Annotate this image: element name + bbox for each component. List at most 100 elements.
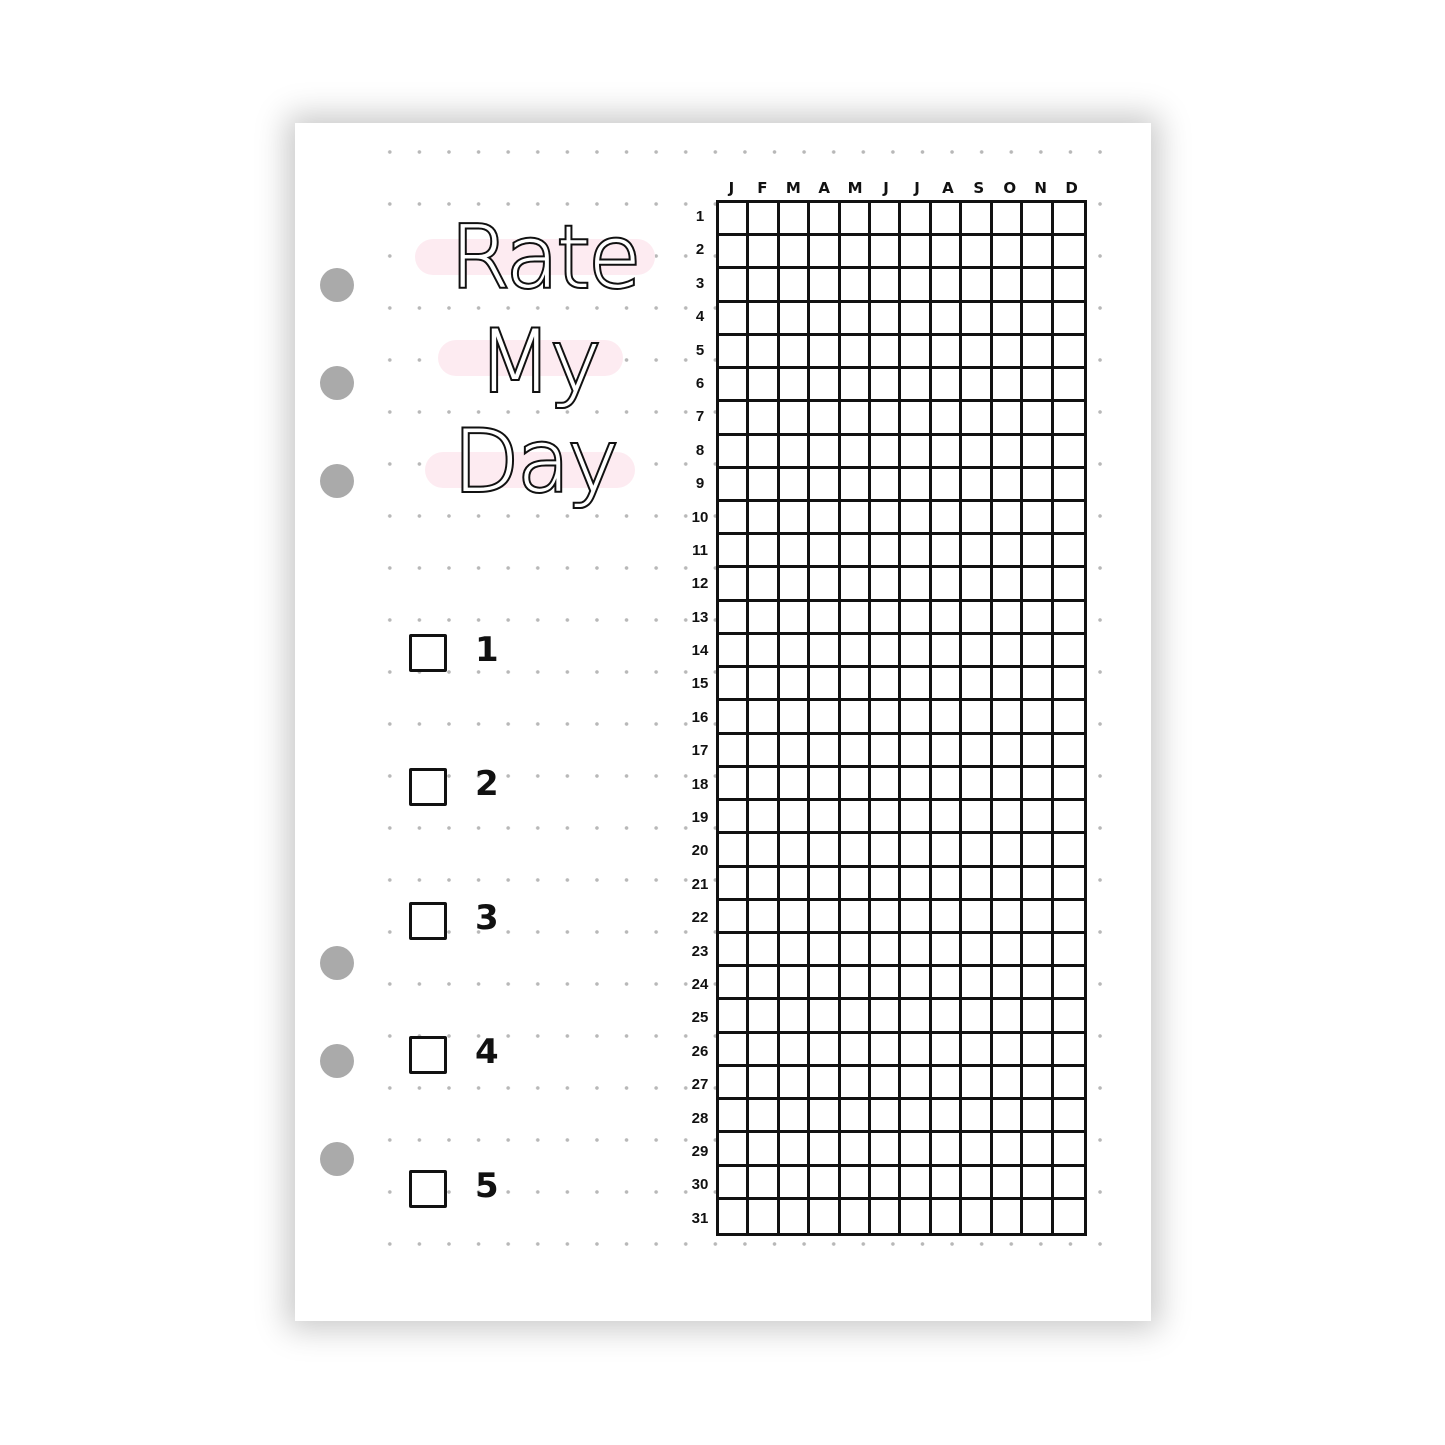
tracker-cell[interactable] [1053, 502, 1084, 536]
tracker-cell[interactable] [992, 502, 1024, 536]
tracker-cell[interactable] [719, 1166, 750, 1200]
tracker-cell[interactable] [810, 468, 841, 503]
tracker-cell[interactable] [931, 203, 963, 237]
tracker-cell[interactable] [840, 967, 872, 1001]
tracker-cell[interactable] [810, 867, 841, 901]
tracker-cell[interactable] [1023, 734, 1054, 768]
tracker-cell[interactable] [1053, 1000, 1084, 1034]
tracker-cell[interactable] [871, 535, 902, 569]
tracker-cell[interactable] [962, 601, 993, 635]
tracker-cell[interactable] [1053, 402, 1084, 436]
tracker-cell[interactable] [719, 335, 750, 370]
tracker-cell[interactable] [1053, 934, 1084, 968]
tracker-cell[interactable] [841, 1199, 872, 1233]
tracker-cell[interactable] [992, 1166, 1024, 1200]
tracker-cell[interactable] [749, 203, 780, 237]
tracker-cell[interactable] [779, 634, 811, 669]
tracker-cell[interactable] [840, 335, 872, 370]
tracker-cell[interactable] [871, 236, 902, 270]
tracker-cell[interactable] [1053, 1034, 1084, 1067]
tracker-cell[interactable] [779, 468, 811, 503]
tracker-cell[interactable] [810, 900, 841, 934]
tracker-cell[interactable] [962, 502, 993, 536]
tracker-cell[interactable] [871, 767, 902, 802]
tracker-cell[interactable] [992, 634, 1024, 669]
tracker-cell[interactable] [992, 236, 1024, 270]
tracker-cell[interactable] [1023, 203, 1054, 237]
tracker-cell[interactable] [1023, 535, 1054, 569]
tracker-cell[interactable] [931, 236, 963, 270]
tracker-cell[interactable] [810, 502, 841, 536]
tracker-cell[interactable] [1053, 369, 1084, 403]
tracker-cell[interactable] [962, 834, 993, 868]
tracker-cell[interactable] [719, 236, 750, 270]
tracker-cell[interactable] [901, 668, 932, 702]
tracker-cell[interactable] [992, 535, 1024, 569]
tracker-cell[interactable] [871, 203, 902, 237]
tracker-cell[interactable] [1023, 236, 1054, 270]
tracker-cell[interactable] [840, 402, 872, 436]
tracker-cell[interactable] [1023, 701, 1054, 735]
tracker-cell[interactable] [810, 1100, 841, 1134]
tracker-cell[interactable] [901, 734, 932, 768]
tracker-cell[interactable] [779, 369, 811, 403]
tracker-cell[interactable] [1023, 435, 1054, 469]
tracker-cell[interactable] [810, 402, 841, 436]
tracker-cell[interactable] [931, 1000, 963, 1034]
tracker-cell[interactable] [840, 1000, 872, 1034]
tracker-cell[interactable] [749, 734, 780, 768]
tracker-cell[interactable] [1023, 1166, 1054, 1200]
tracker-cell[interactable] [962, 801, 993, 835]
tracker-cell[interactable] [749, 1033, 780, 1067]
tracker-cell[interactable] [1053, 868, 1084, 901]
tracker-cell[interactable] [1053, 1100, 1084, 1134]
tracker-cell[interactable] [992, 369, 1024, 403]
tracker-cell[interactable] [931, 668, 963, 702]
tracker-cell[interactable] [810, 933, 841, 968]
tracker-cell[interactable] [810, 1199, 841, 1233]
tracker-cell[interactable] [992, 767, 1024, 802]
tracker-cell[interactable] [1053, 469, 1084, 503]
tracker-cell[interactable] [962, 535, 993, 569]
tracker-cell[interactable] [810, 734, 841, 768]
tracker-cell[interactable] [931, 302, 963, 336]
tracker-cell[interactable] [719, 933, 750, 968]
tracker-cell[interactable] [931, 1100, 963, 1134]
tracker-cell[interactable] [871, 568, 902, 602]
rating-checkbox-2[interactable] [409, 768, 447, 806]
tracker-cell[interactable] [749, 269, 780, 303]
tracker-cell[interactable] [931, 900, 963, 934]
tracker-cell[interactable] [1023, 867, 1054, 901]
tracker-cell[interactable] [749, 933, 780, 968]
tracker-cell[interactable] [901, 302, 932, 336]
tracker-cell[interactable] [719, 767, 750, 802]
tracker-cell[interactable] [810, 1066, 841, 1101]
tracker-cell[interactable] [749, 335, 780, 370]
tracker-cell[interactable] [1023, 335, 1054, 370]
tracker-cell[interactable] [840, 568, 872, 602]
tracker-cell[interactable] [749, 236, 780, 270]
tracker-cell[interactable] [1023, 900, 1054, 934]
tracker-cell[interactable] [779, 568, 811, 602]
rating-checkbox-1[interactable] [409, 634, 447, 672]
tracker-cell[interactable] [779, 203, 811, 237]
tracker-cell[interactable] [871, 1133, 902, 1167]
tracker-cell[interactable] [1023, 1199, 1054, 1233]
tracker-cell[interactable] [1053, 701, 1084, 735]
tracker-cell[interactable] [810, 568, 841, 602]
tracker-cell[interactable] [810, 701, 841, 735]
tracker-cell[interactable] [1023, 767, 1054, 802]
tracker-cell[interactable] [901, 335, 932, 370]
tracker-cell[interactable] [931, 933, 963, 968]
tracker-cell[interactable] [932, 1199, 963, 1233]
tracker-cell[interactable] [719, 402, 750, 436]
tracker-cell[interactable] [749, 1066, 780, 1101]
tracker-cell[interactable] [779, 335, 811, 370]
tracker-cell[interactable] [1053, 735, 1084, 768]
tracker-cell[interactable] [719, 369, 750, 403]
tracker-cell[interactable] [992, 967, 1024, 1001]
tracker-cell[interactable] [1053, 834, 1084, 868]
tracker-cell[interactable] [871, 801, 902, 835]
tracker-cell[interactable] [840, 668, 872, 702]
tracker-cell[interactable] [962, 1033, 993, 1067]
